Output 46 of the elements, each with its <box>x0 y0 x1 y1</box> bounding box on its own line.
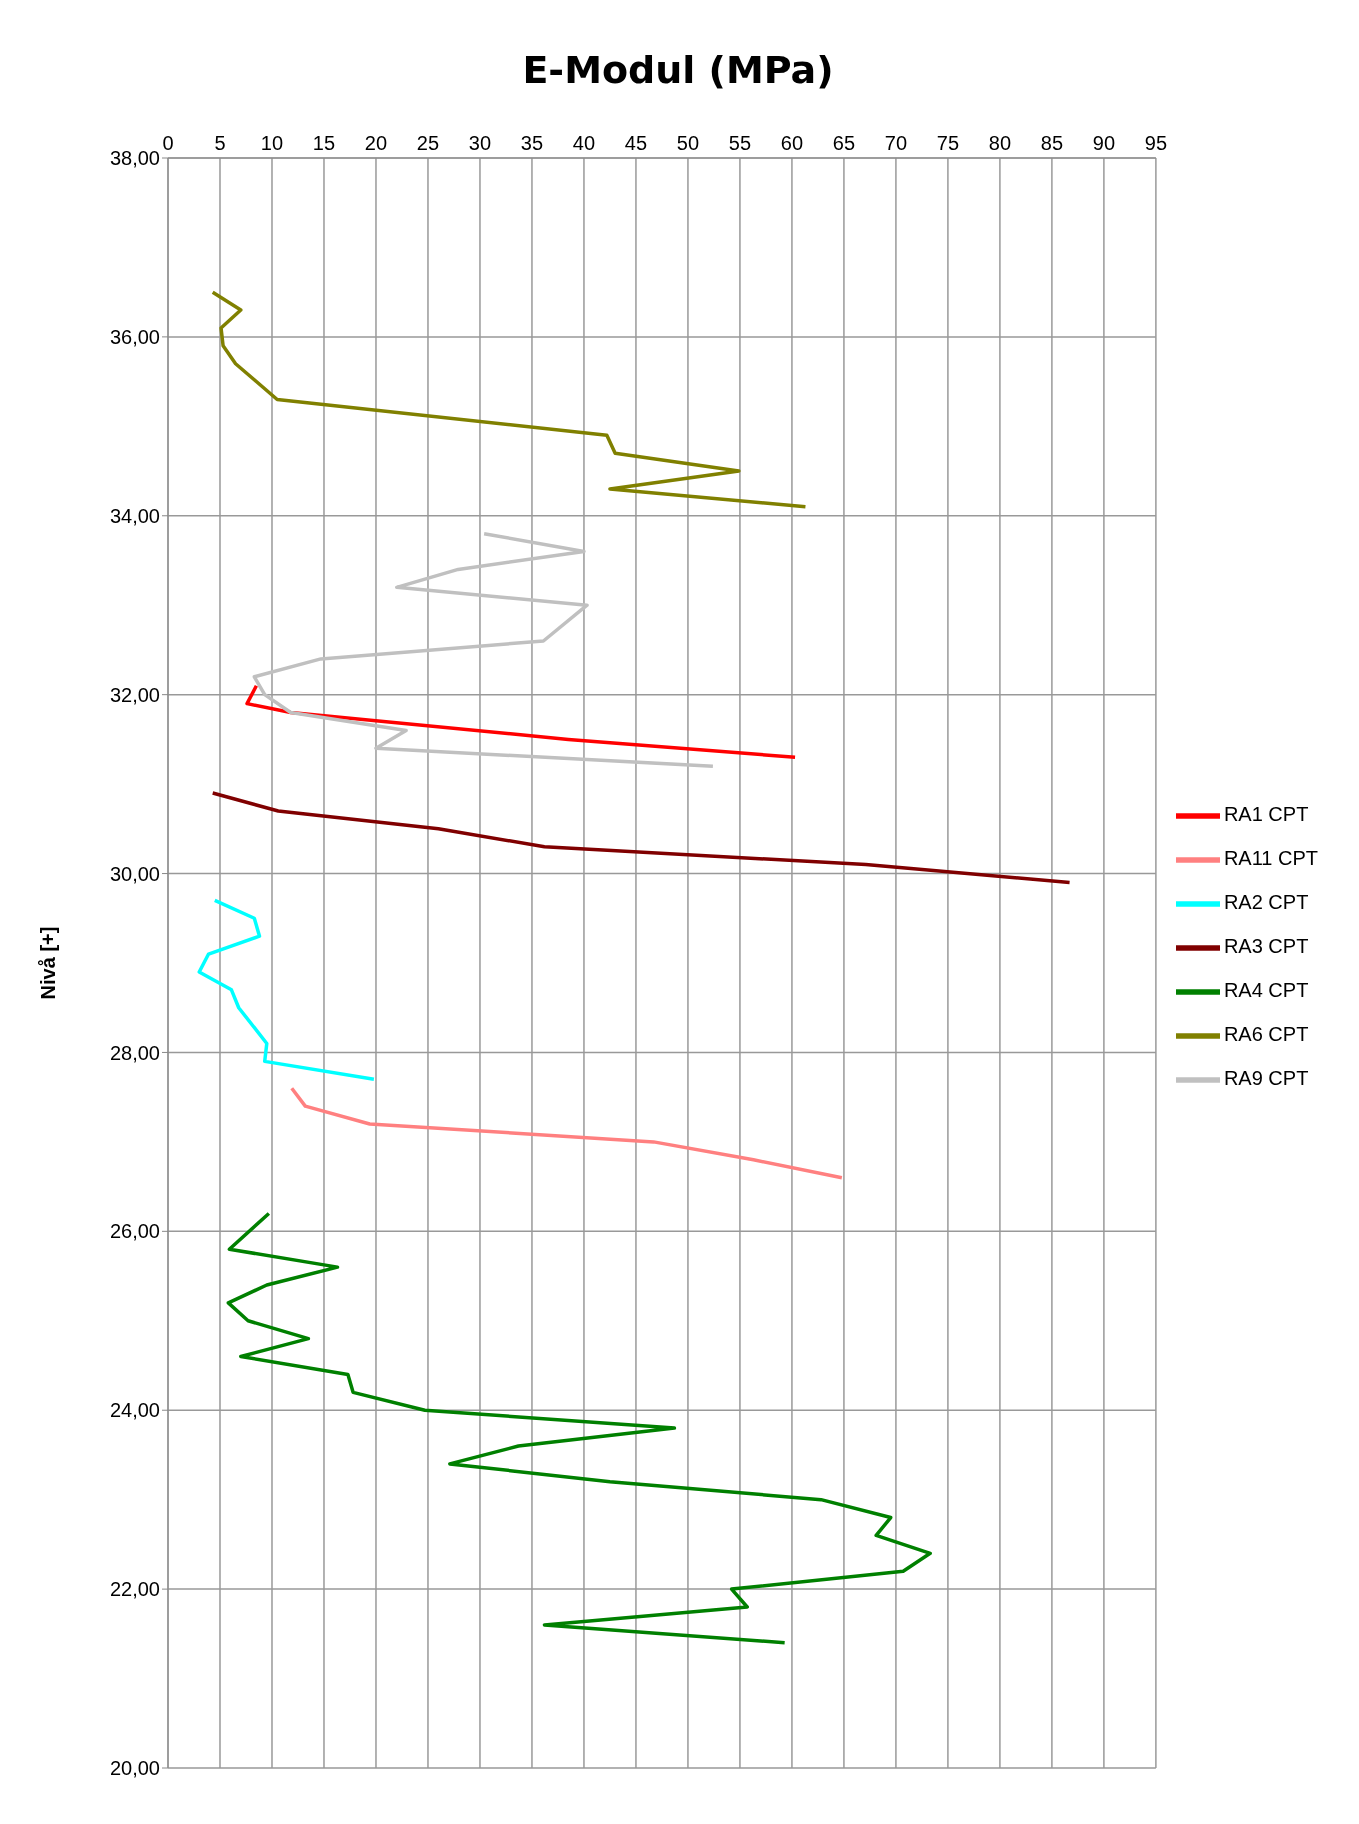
x-tick-label: 90 <box>1092 132 1116 154</box>
x-tick-label: 5 <box>214 132 226 154</box>
line-series <box>245 683 797 760</box>
y-tick-label: 36,00 <box>109 325 160 348</box>
line-series <box>210 791 1072 885</box>
line-series <box>210 290 808 509</box>
x-tick-label: 60 <box>780 132 804 154</box>
line-series <box>290 1086 844 1180</box>
legend-label: RA11 CPT <box>1223 847 1318 870</box>
y-axis-title: Nivå [+] <box>37 926 60 1000</box>
y-tick-label: 24,00 <box>109 1399 160 1422</box>
x-tick-label: 40 <box>572 132 596 154</box>
x-tick-label: 30 <box>468 132 492 154</box>
x-tick-label: 80 <box>988 132 1012 154</box>
x-tick-label: 65 <box>832 132 856 154</box>
legend-label: RA2 CPT <box>1223 891 1309 914</box>
y-tick-label: 34,00 <box>109 504 160 527</box>
y-tick-label: 20,00 <box>109 1757 160 1780</box>
x-tick-label: 10 <box>260 132 284 154</box>
line-series <box>197 898 376 1082</box>
y-tick-label: 26,00 <box>109 1220 160 1243</box>
y-tick-label: 32,00 <box>109 683 160 706</box>
legend-label: RA6 CPT <box>1223 1023 1309 1046</box>
y-tick-label: 38,00 <box>109 147 160 170</box>
x-tick-label: 75 <box>936 132 960 154</box>
x-tick-label: 55 <box>728 132 752 154</box>
chart-title: E-Modul (MPa) <box>521 47 835 94</box>
y-tick-label: 22,00 <box>109 1578 160 1601</box>
x-tick-label: 15 <box>312 132 336 154</box>
y-tick-label: 30,00 <box>109 862 160 885</box>
x-tick-label: 20 <box>364 132 388 154</box>
line-series <box>226 1211 932 1645</box>
legend-label: RA9 CPT <box>1223 1067 1309 1090</box>
x-tick-label: 95 <box>1144 132 1168 154</box>
x-tick-label: 25 <box>416 132 440 154</box>
x-tick-label: 35 <box>520 132 544 154</box>
line-series <box>252 531 715 768</box>
y-tick-label: 28,00 <box>109 1041 160 1064</box>
x-tick-label: 70 <box>884 132 908 154</box>
x-tick-label: 50 <box>676 132 700 154</box>
legend-label: RA4 CPT <box>1223 979 1309 1002</box>
legend-label: RA3 CPT <box>1223 935 1309 958</box>
x-tick-label: 0 <box>162 132 174 154</box>
x-tick-label: 85 <box>1040 132 1064 154</box>
legend-label: RA1 CPT <box>1223 803 1309 826</box>
x-tick-label: 45 <box>624 132 648 154</box>
